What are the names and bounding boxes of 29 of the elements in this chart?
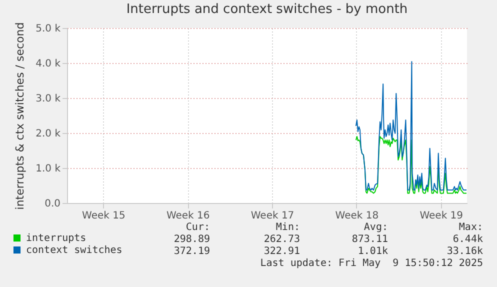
text: Max: (458, 222, 483, 233)
text: Cur: (186, 222, 210, 233)
y-tick-label: 2.0 k (36, 128, 61, 140)
x-tick-label: Week 17 (250, 210, 294, 222)
y-tick-label: 5.0 k (36, 24, 61, 34)
x-tick-label: Week 15 (82, 210, 126, 222)
text: 1.01k (358, 246, 388, 257)
legend-label: context switches (26, 245, 122, 256)
x-tick-label: Week 18 (335, 210, 379, 222)
text: 873.11 (352, 234, 388, 245)
text: 262.73 (264, 234, 300, 245)
y-tick-label: 1.0 k (36, 164, 61, 174)
legend-label: interrupts (26, 233, 86, 244)
chart-title: Interrupts and context switches - by month (126, 2, 408, 17)
text: 33.16k (446, 246, 483, 257)
x-tick-label: Week 16 (166, 210, 210, 222)
y-tick-label: 4.0 k (36, 58, 61, 70)
text: 322.91 (264, 246, 300, 257)
text: Last update: Fri May 9 15:50:12 2025 (260, 258, 483, 269)
text: Avg: (364, 222, 388, 233)
text: 298.89 (174, 234, 210, 245)
y-axis-title: interrupts & ctx switches / second (14, 22, 27, 210)
x-tick-label: Week 19 (420, 210, 464, 222)
text: Min: (276, 222, 300, 233)
text: 372.19 (174, 246, 210, 257)
text: 6.44k (452, 234, 483, 245)
y-tick-label: 0.0 (44, 198, 60, 210)
line-series (355, 61, 467, 191)
y-tick-label: 3.0 k (36, 94, 61, 104)
